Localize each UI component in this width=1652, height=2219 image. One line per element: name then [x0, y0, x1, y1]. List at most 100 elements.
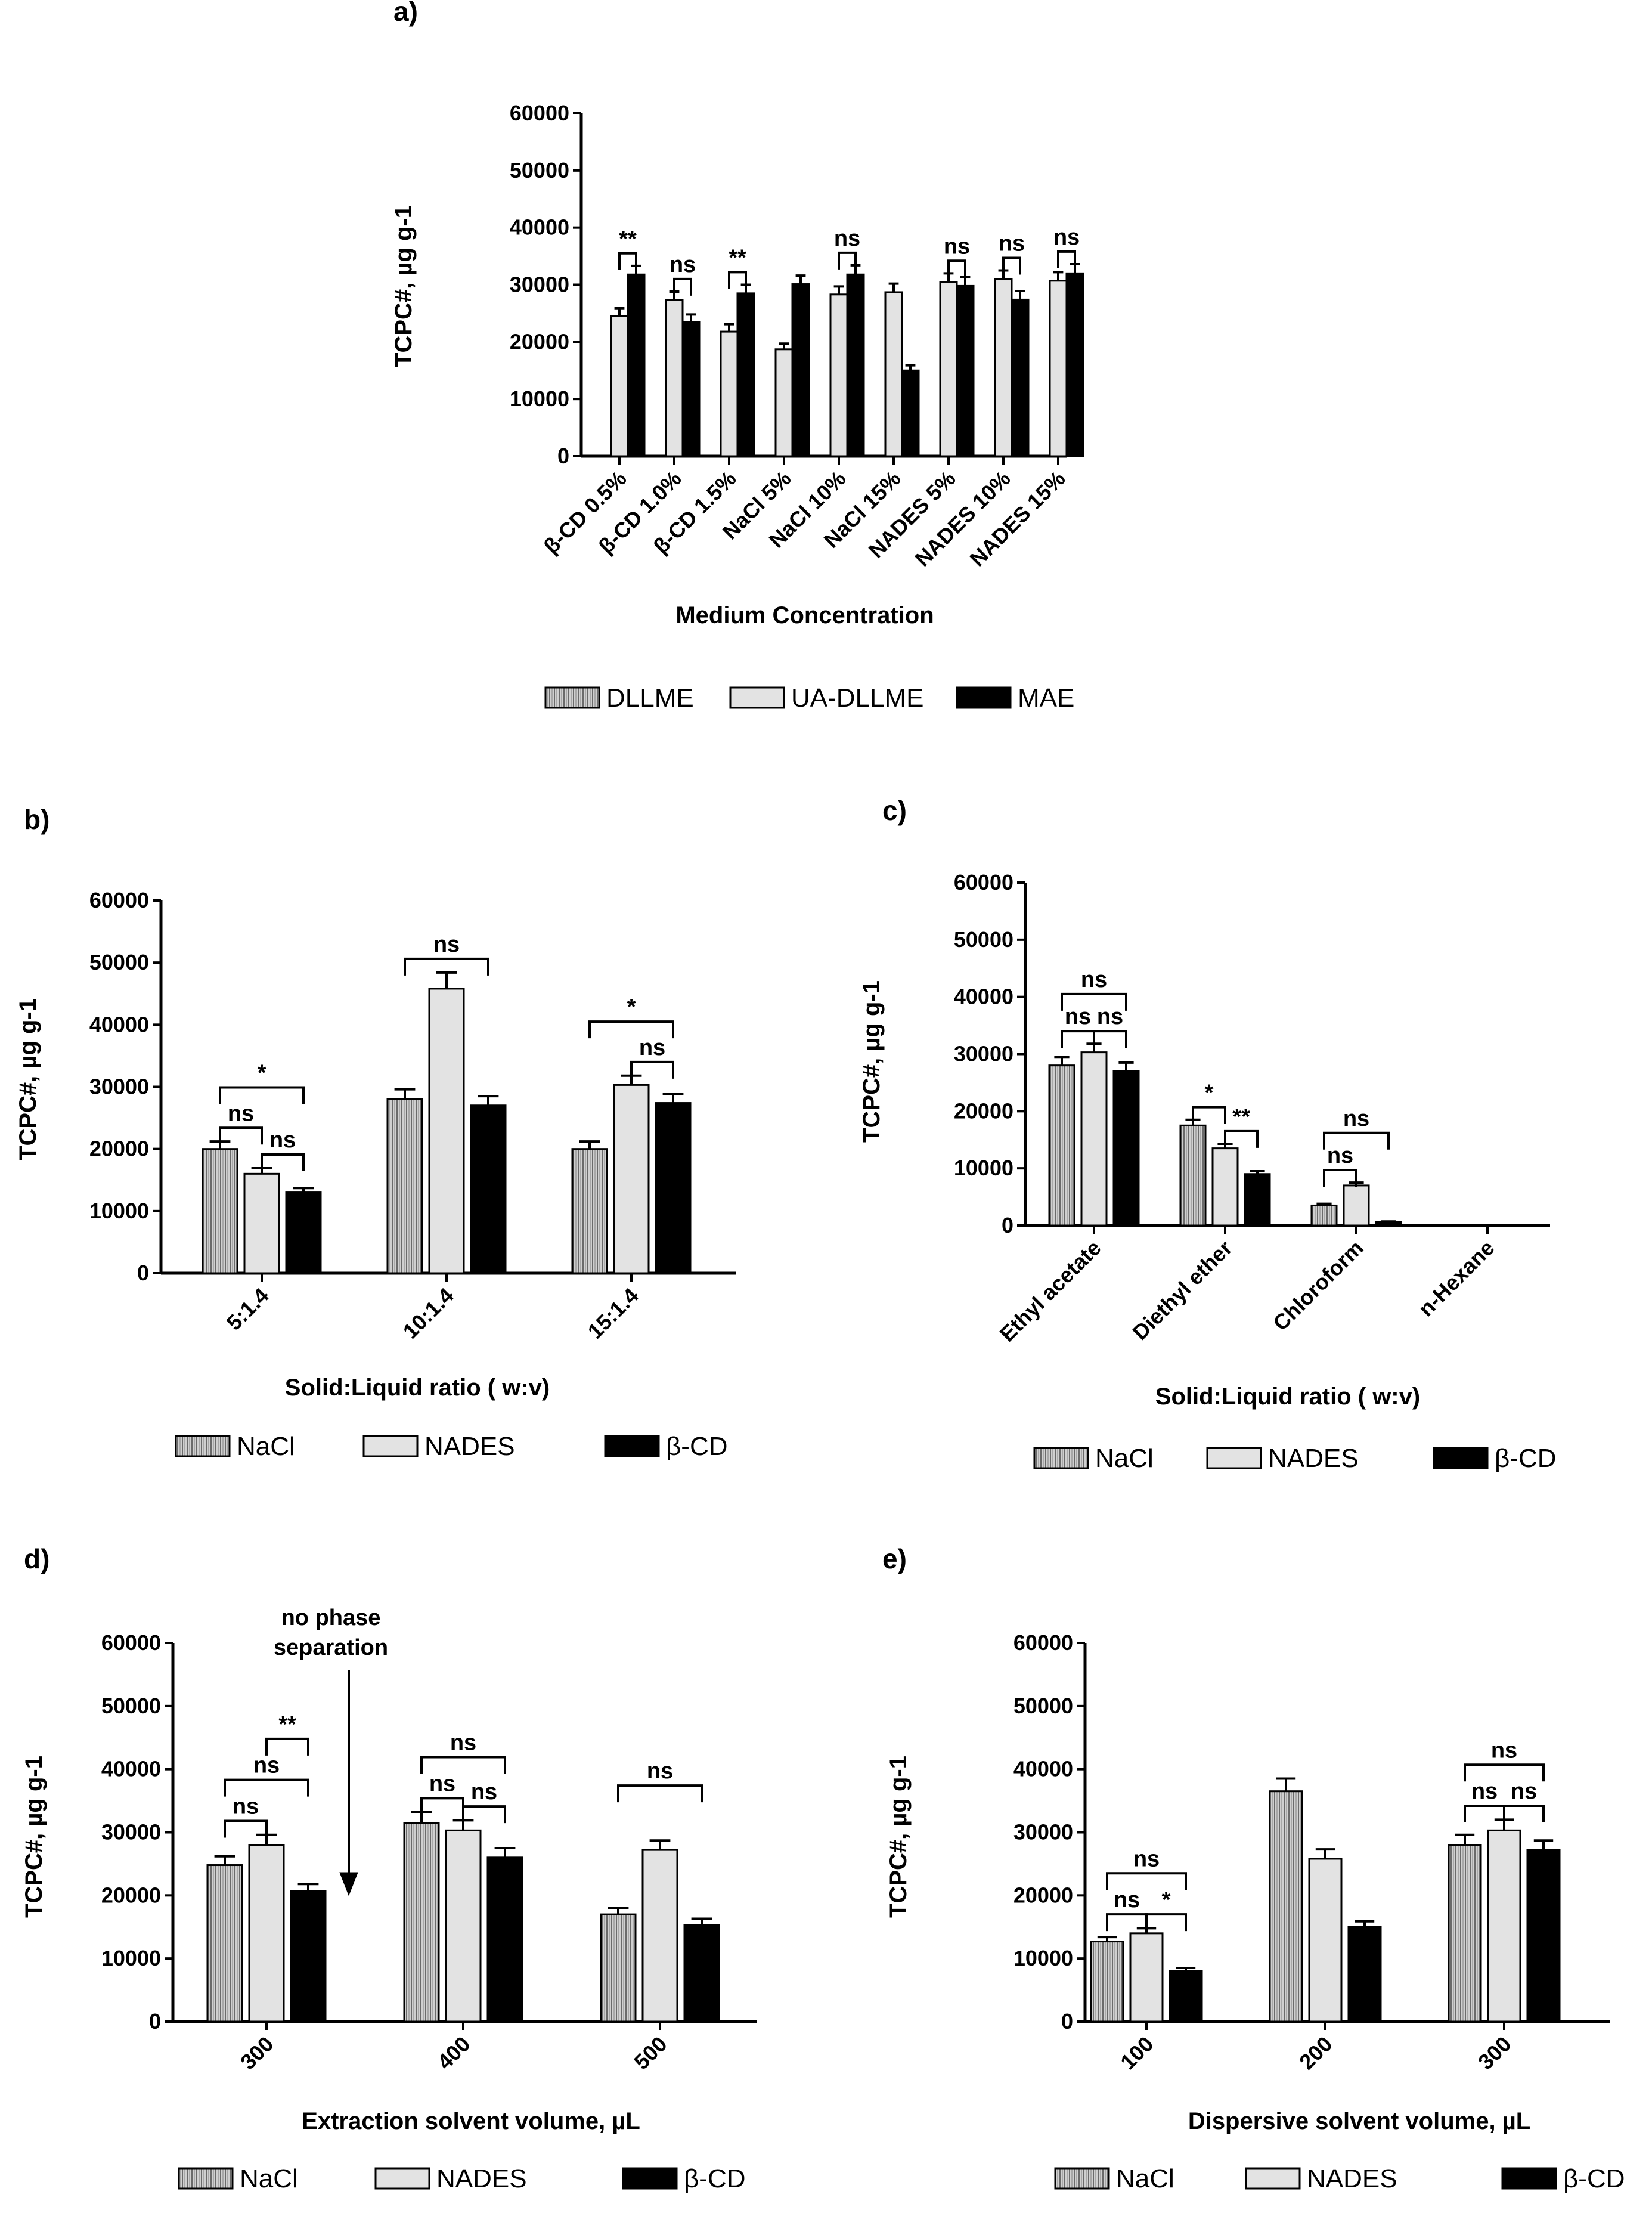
bar-NADES-0	[243, 1172, 280, 1274]
significance-label: ns	[999, 231, 1025, 256]
bar-NADES-1	[445, 1829, 482, 2023]
bar-UA-DLLME-2	[720, 330, 739, 457]
significance-bracket	[265, 1737, 309, 1756]
x-tick-label: n-Hexane	[1414, 1236, 1499, 1322]
legend-swatch-0	[175, 1435, 231, 1457]
significance-label: ns	[1081, 967, 1107, 992]
bar-NADES-1	[1308, 1858, 1343, 2023]
y-tick-label: 0	[137, 1261, 149, 1285]
x-tick-label: 15:1.4	[582, 1283, 643, 1344]
significance-bracket	[673, 277, 692, 296]
bar-NADES-0	[248, 1844, 285, 2023]
significance-label: ns	[1491, 1738, 1517, 1763]
bar-MAE-2	[736, 292, 755, 457]
bar-UA-DLLME-1	[665, 299, 684, 457]
legend-swatch-2	[956, 686, 1012, 709]
bar-β-CD-1	[1244, 1173, 1271, 1227]
y-axis-title: TCPC#, µg g-1	[15, 998, 41, 1160]
x-axis-title: Solid:Liquid ratio ( w:v)	[1155, 1384, 1420, 1410]
x-tick-label: NADES 15%	[965, 466, 1070, 571]
legend-label: NADES	[1307, 2164, 1397, 2193]
significance-bracket	[1224, 1129, 1259, 1148]
significance-bracket	[1002, 256, 1021, 275]
y-tick-label: 30000	[1013, 1820, 1073, 1844]
significance-bracket	[618, 252, 637, 270]
significance-label: ns	[647, 1759, 673, 1784]
bar-NADES-2	[1487, 1829, 1521, 2023]
y-tick-label: 40000	[954, 985, 1013, 1009]
bar-NADES-1	[428, 988, 465, 1274]
y-tick-label: 40000	[510, 215, 569, 240]
significance-label: ns	[1133, 1846, 1160, 1871]
significance-label: *	[1162, 1887, 1171, 1912]
legend-label: β-CD	[1563, 2164, 1625, 2193]
x-axis-title: Extraction solvent volume, µL	[302, 2108, 640, 2134]
significance-label: ns	[670, 252, 696, 277]
bar-NADES-0	[1080, 1051, 1108, 1227]
significance-bracket	[1061, 992, 1127, 1011]
bar-MAE-8	[1065, 272, 1084, 457]
bar-MAE-4	[846, 273, 865, 457]
bar-NADES-2	[641, 1849, 678, 2023]
bar-NaCl-1	[1269, 1790, 1303, 2023]
bar-MAE-3	[791, 283, 810, 457]
chart-a: a) 0 10000 20000 30000 40000 50000 60000 TCPC#, …	[390, 0, 1084, 713]
bar-UA-DLLME-7	[994, 278, 1013, 457]
significance-bracket	[224, 1819, 268, 1838]
significance-label: *	[258, 1061, 266, 1086]
bar-NaCl-2	[1310, 1204, 1338, 1227]
significance-bracket	[420, 1756, 506, 1774]
legend-swatch-0	[544, 686, 600, 709]
legend-swatch-2	[1433, 1447, 1489, 1469]
bar-NADES-1	[1211, 1147, 1239, 1227]
y-tick-label: 10000	[89, 1199, 149, 1223]
legend-label: NADES	[436, 2164, 527, 2193]
significance-label: ns	[1343, 1106, 1369, 1131]
significance-bracket	[1061, 1030, 1095, 1048]
bar-UA-DLLME-3	[774, 348, 794, 457]
significance-label: **	[1232, 1104, 1250, 1129]
significance-label: ns	[1065, 1004, 1091, 1029]
significance-bracket	[1145, 1913, 1187, 1932]
y-tick-label: 50000	[954, 927, 1013, 952]
legend-label: β-CD	[1495, 1444, 1557, 1473]
bar-β-CD-1	[486, 1856, 523, 2023]
note-line-2: separation	[274, 1635, 388, 1660]
bar-UA-DLLME-0	[610, 315, 629, 457]
bar-β-CD-0	[285, 1191, 322, 1274]
chart-d: d) 0 10000 20000 30000 40000 50000 60000 TCPC#, …	[21, 1543, 757, 2193]
y-tick-label: 50000	[1013, 1694, 1073, 1718]
bar-NaCl-0	[202, 1148, 238, 1274]
chart-b: b) 0 10000 20000 30000 40000 50000 60000 TCPC#, …	[15, 804, 736, 1461]
x-tick-label: 300	[235, 2032, 278, 2074]
legend-label: NaCl	[1095, 1444, 1154, 1473]
bar-MAE-5	[901, 369, 920, 457]
legend-swatch-0	[1054, 2167, 1110, 2190]
y-axis-title: TCPC#, µg g-1	[21, 1756, 47, 1918]
legend-label: NADES	[424, 1432, 515, 1461]
y-tick-label: 60000	[954, 870, 1013, 895]
bar-NaCl-2	[571, 1148, 608, 1274]
panel-label-a: a)	[393, 0, 418, 27]
x-tick-label: Chloroform	[1268, 1236, 1368, 1336]
significance-label: ns	[228, 1101, 254, 1126]
y-tick-label: 20000	[510, 329, 569, 354]
significance-label: ns	[1327, 1143, 1353, 1168]
x-axis-title: Solid:Liquid ratio ( w:v)	[285, 1375, 550, 1401]
y-tick-label: 0	[557, 444, 569, 468]
y-tick-label: 10000	[1013, 1946, 1073, 1970]
bar-β-CD-2	[1526, 1849, 1561, 2023]
significance-label: ns	[1097, 1004, 1123, 1029]
bar-NADES-0	[1129, 1932, 1164, 2023]
significance-label: ns	[429, 1771, 455, 1796]
panel-label-d: d)	[24, 1543, 49, 1574]
significance-label: ns	[471, 1779, 497, 1805]
x-tick-label: 300	[1473, 2032, 1515, 2074]
bar-MAE-7	[1011, 298, 1030, 457]
legend-swatch-0	[178, 2167, 234, 2190]
significance-bracket	[1192, 1106, 1226, 1124]
significance-bracket	[219, 1086, 305, 1104]
significance-bracket	[1464, 1763, 1545, 1782]
legend-label: NaCl	[240, 2164, 298, 2193]
